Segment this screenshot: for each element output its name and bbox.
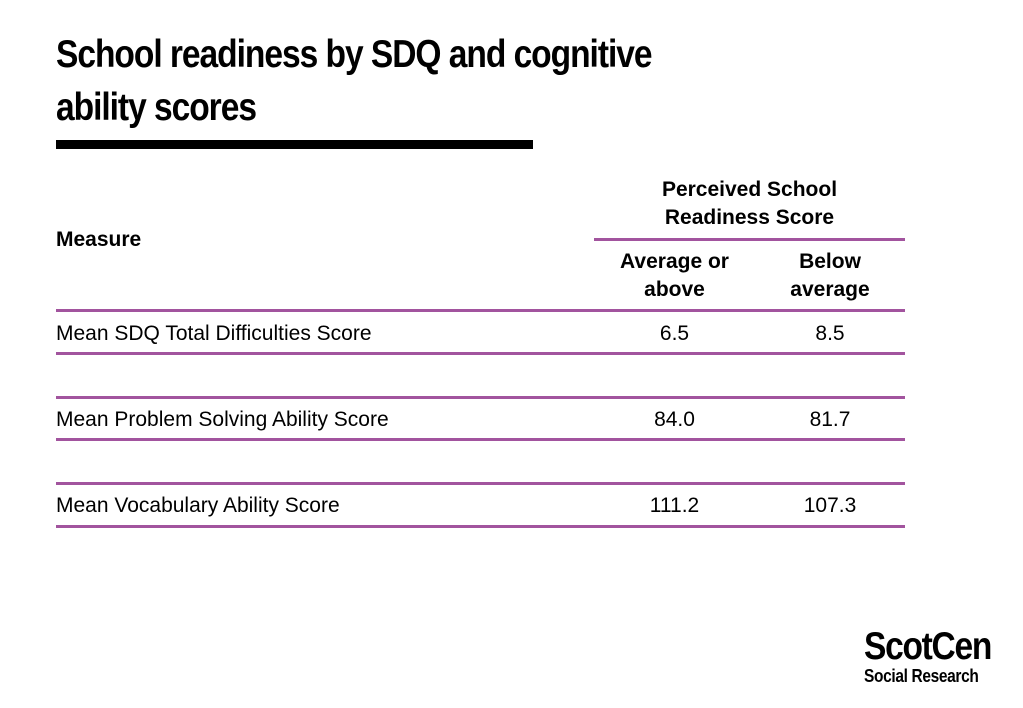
- row-rule: [56, 438, 905, 441]
- row-label-vocabulary: Mean Vocabulary Ability Score: [56, 494, 340, 517]
- col-header-avg-line-2: above: [644, 278, 705, 301]
- group-header: Perceived School Readiness Score: [594, 176, 905, 232]
- row-rule: [56, 352, 905, 355]
- row-rule: [56, 396, 905, 399]
- logo-name: ScotCen: [864, 625, 992, 668]
- title-underline: [56, 140, 533, 149]
- group-header-line-2: Readiness Score: [664, 206, 835, 229]
- col-header-avg-or-above: Average or above: [594, 248, 755, 304]
- table-bottom-rule: [56, 525, 905, 528]
- col-header-below-avg: Below average: [755, 248, 905, 304]
- col-header-avg-line-1: Average or: [620, 250, 729, 273]
- row-label-sdq: Mean SDQ Total Difficulties Score: [56, 322, 372, 345]
- group-header-line-1: Perceived School: [661, 178, 838, 201]
- col-header-below-line-1: Below: [799, 250, 861, 273]
- header-bottom-rule: [56, 309, 905, 312]
- group-header-rule: [594, 238, 905, 241]
- col-header-below-line-2: average: [790, 278, 870, 301]
- title-line-1: School readiness by SDQ and cognitive: [56, 33, 653, 76]
- page-title: School readiness by SDQ and cognitive ab…: [56, 28, 710, 134]
- measure-header: Measure: [56, 228, 142, 251]
- row-problem-solving-below-value: 81.7: [809, 408, 851, 431]
- scotcen-logo: ScotCen Social Research: [864, 625, 1004, 686]
- row-rule: [56, 482, 905, 485]
- row-sdq-avg-value: 6.5: [659, 322, 690, 345]
- row-sdq-below-value: 8.5: [815, 322, 845, 345]
- title-line-2: ability scores: [56, 86, 257, 129]
- row-vocabulary-below-value: 107.3: [803, 494, 857, 517]
- logo-tagline: Social Research: [864, 666, 979, 686]
- row-label-problem-solving: Mean Problem Solving Ability Score: [56, 408, 389, 431]
- row-vocabulary-avg-value: 111.2: [649, 494, 700, 517]
- row-problem-solving-avg-value: 84.0: [654, 408, 695, 431]
